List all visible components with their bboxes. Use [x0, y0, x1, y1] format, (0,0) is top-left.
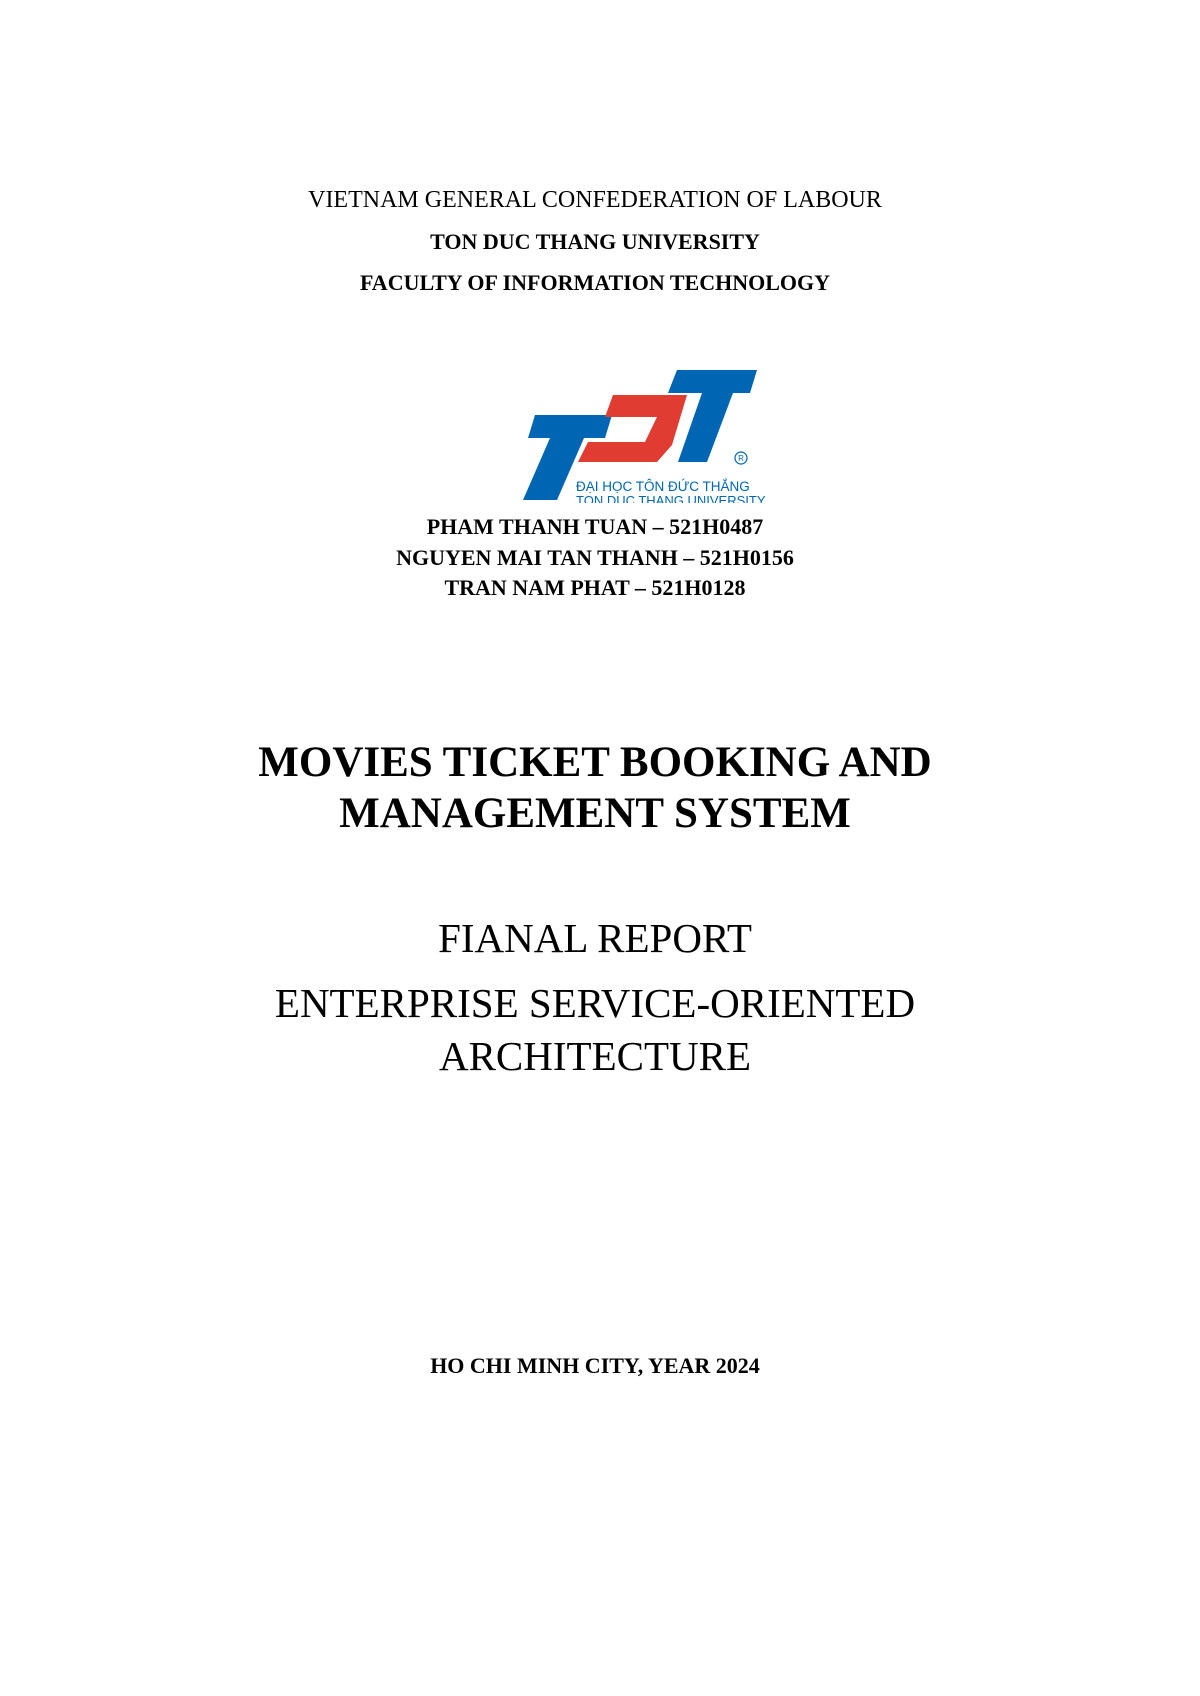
course-name-line2: ARCHITECTURE [438, 1033, 752, 1079]
svg-text:R: R [738, 454, 744, 463]
logo-right-t [668, 370, 757, 462]
confederation-heading: VIETNAM GENERAL CONFEDERATION OF LABOUR [308, 187, 882, 213]
logo-left-t [523, 415, 612, 500]
course-name-line1: ENTERPRISE SERVICE-ORIENTED [274, 980, 916, 1026]
report-type: FIANAL REPORT [438, 915, 752, 961]
logo-text-vi: ĐẠI HỌC TÔN ĐỨC THẮNG [576, 479, 750, 494]
faculty-heading: FACULTY OF INFORMATION TECHNOLOGY [360, 270, 830, 295]
logo-red-d [578, 395, 687, 462]
university-heading: TON DUC THANG UNIVERSITY [430, 229, 760, 254]
project-title-line2: MANAGEMENT SYSTEM [339, 790, 851, 837]
author-3: TRAN NAM PHAT – 521H0128 [444, 575, 746, 600]
author-1: PHAM THANH TUAN – 521H0487 [426, 514, 764, 539]
university-logo: R ĐẠI HỌC TÔN ĐỨC THẮNG TON DUC THANG UN… [523, 370, 766, 508]
project-title-line1: MOVIES TICKET BOOKING AND [258, 739, 932, 786]
author-2: NGUYEN MAI TAN THANH – 521H0156 [396, 545, 794, 570]
place-year: HO CHI MINH CITY, YEAR 2024 [430, 1353, 760, 1378]
logo-text-en: TON DUC THANG UNIVERSITY [576, 493, 766, 508]
